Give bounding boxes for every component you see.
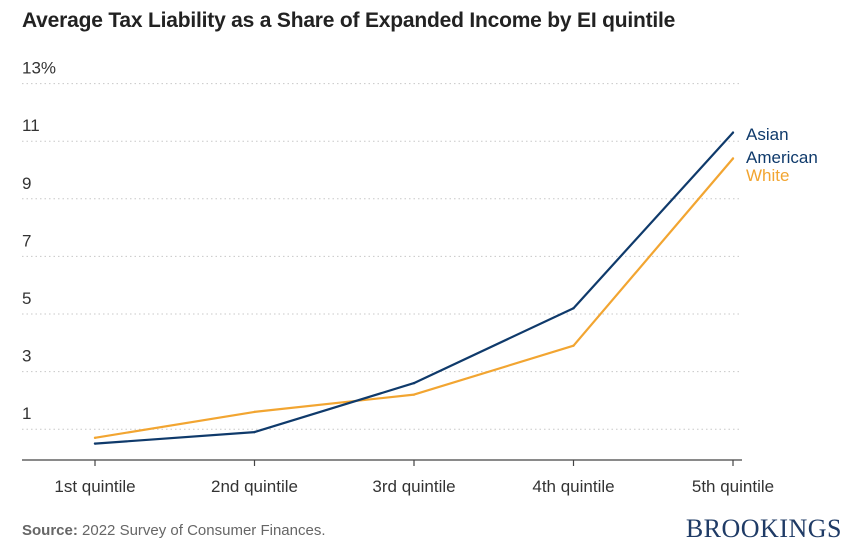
data-point bbox=[572, 307, 575, 310]
series-label: American bbox=[746, 148, 818, 167]
y-tick-label: 9 bbox=[22, 174, 31, 193]
chart-title: Average Tax Liability as a Share of Expa… bbox=[22, 9, 676, 32]
x-tick-label: 4th quintile bbox=[532, 477, 614, 496]
brookings-logo: BROOKINGS bbox=[685, 514, 842, 543]
series-label: White bbox=[746, 166, 789, 185]
data-point bbox=[253, 410, 256, 414]
x-tick-label: 1st quintile bbox=[54, 477, 135, 496]
y-axis-ticks: 1 3 5 7 9 11 13% bbox=[22, 59, 56, 424]
y-tick-label: 7 bbox=[22, 231, 31, 250]
y-tick-label: 11 bbox=[22, 116, 40, 135]
x-tick-label: 2nd quintile bbox=[211, 477, 298, 496]
data-point bbox=[93, 442, 97, 445]
series-label: Asian bbox=[746, 125, 789, 144]
x-axis: 1st quintile 2nd quintile 3rd quintile 4th … bbox=[22, 459, 774, 496]
y-tick-label: 5 bbox=[22, 289, 31, 308]
source-note: Source: 2022 Survey of Consumer Finances… bbox=[22, 522, 325, 539]
source-label: Source: bbox=[22, 522, 78, 539]
gridlines bbox=[22, 83, 742, 430]
x-tick-label: 3rd quintile bbox=[372, 477, 455, 496]
source-text: 2022 Survey of Consumer Finances. bbox=[77, 522, 326, 539]
series-line-asian-american bbox=[94, 131, 734, 445]
series-lines bbox=[93, 131, 735, 445]
series-labels: White Asian American bbox=[746, 125, 818, 185]
data-point bbox=[253, 430, 256, 434]
y-tick-label: 13% bbox=[22, 59, 56, 78]
data-point bbox=[731, 157, 735, 160]
y-tick-label: 3 bbox=[22, 347, 31, 366]
series-line-white bbox=[94, 157, 734, 439]
data-point bbox=[412, 381, 416, 385]
data-point bbox=[412, 393, 416, 396]
y-tick-label: 1 bbox=[22, 404, 31, 423]
x-tick-label: 5th quintile bbox=[692, 477, 774, 496]
data-point bbox=[731, 131, 735, 134]
data-point bbox=[572, 344, 575, 347]
data-point bbox=[93, 436, 97, 440]
